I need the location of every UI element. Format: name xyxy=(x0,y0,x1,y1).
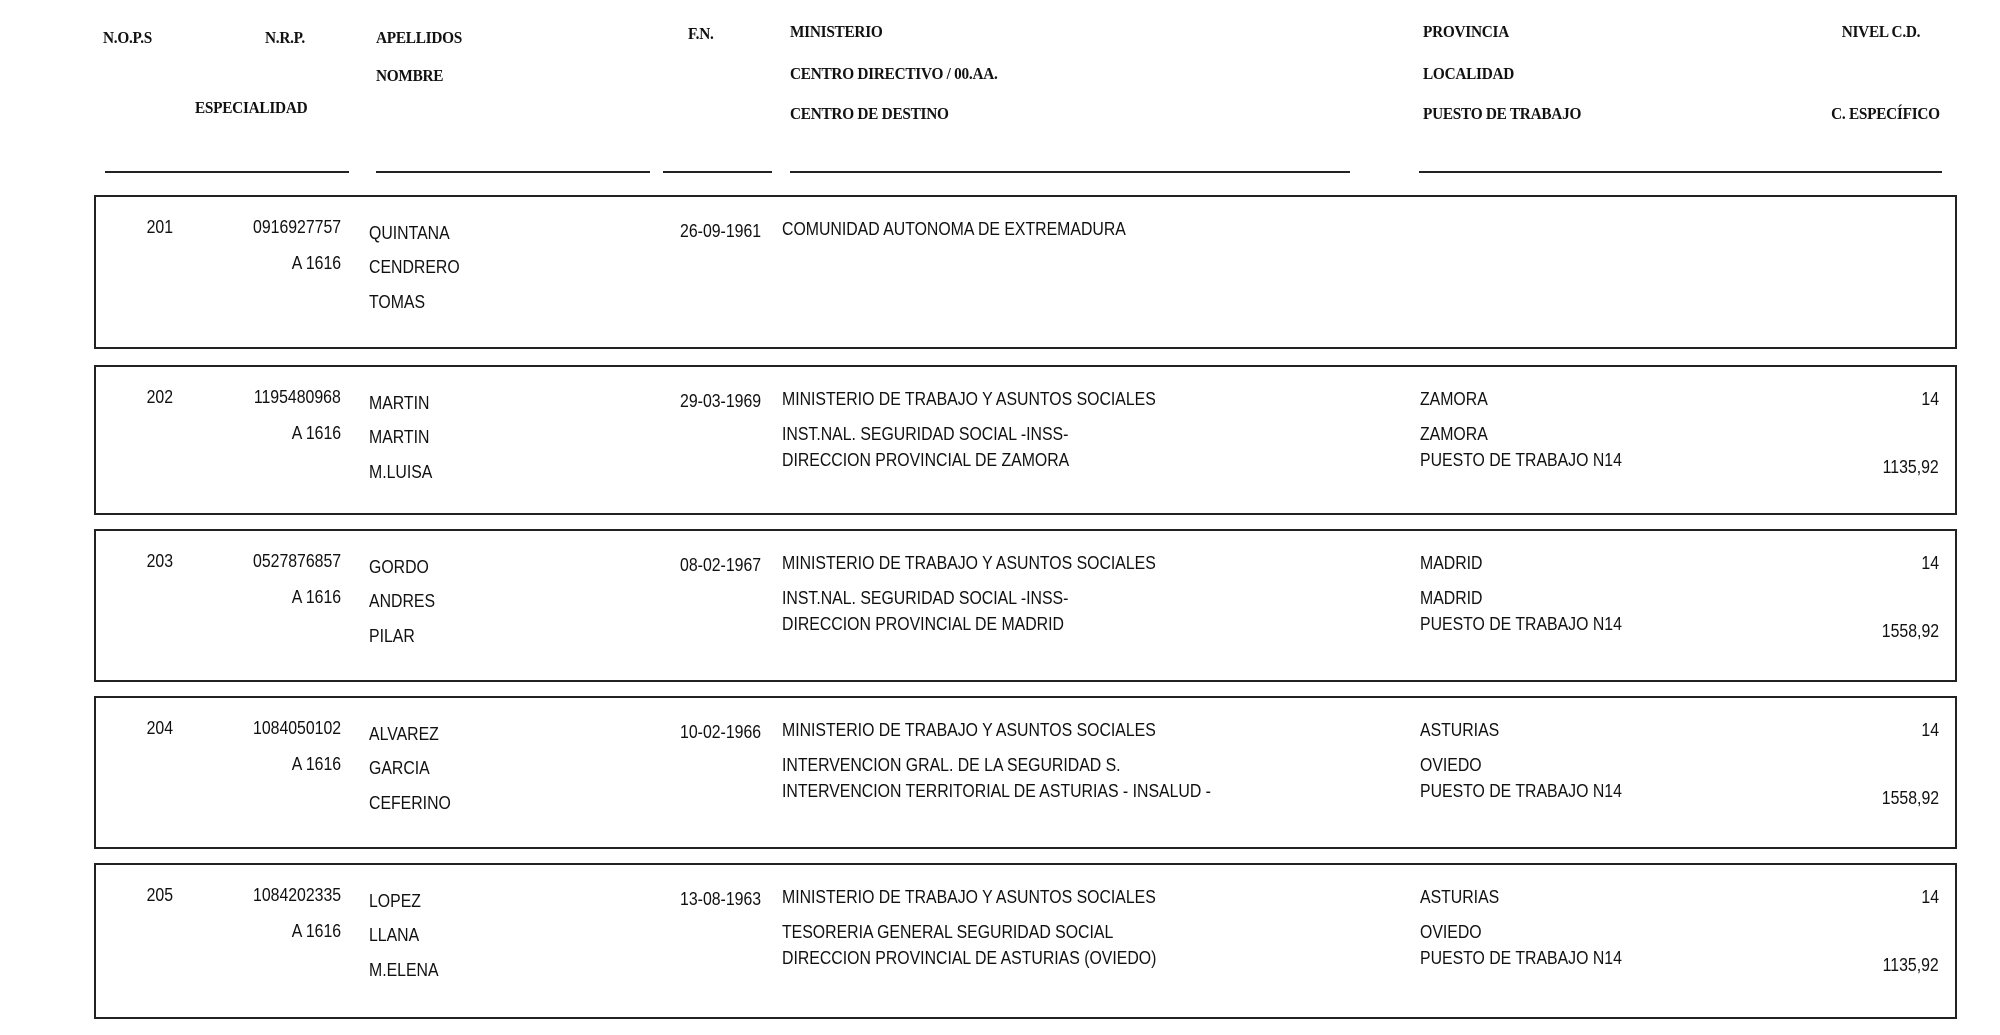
header-centro-destino: CENTRO DE DESTINO xyxy=(790,104,949,123)
header-ministerio: MINISTERIO xyxy=(790,22,883,41)
nombre: M.ELENA xyxy=(369,960,439,980)
apellido1: ALVAREZ xyxy=(369,724,439,744)
header-especifico: C. ESPECÍFICO xyxy=(1831,104,1940,123)
ministerio: MINISTERIO DE TRABAJO Y ASUNTOS SOCIALES xyxy=(782,553,1156,573)
ministerio: MINISTERIO DE TRABAJO Y ASUNTOS SOCIALES xyxy=(782,887,1156,907)
ministerio: MINISTERIO DE TRABAJO Y ASUNTOS SOCIALES xyxy=(782,389,1156,409)
nrp: 1195480968 xyxy=(254,387,341,407)
nrp: 0916927757 xyxy=(252,217,341,237)
especifico: 1135,92 xyxy=(1882,457,1939,477)
especialidad: A 1616 xyxy=(291,423,341,443)
especialidad: A 1616 xyxy=(291,587,341,607)
fecha-nacimiento: 10-02-1966 xyxy=(679,722,761,742)
apellido2: CENDRERO xyxy=(369,257,460,277)
header-nrp: N.R.P. xyxy=(265,28,305,47)
apellido2: GARCIA xyxy=(369,758,430,778)
centro-destino: DIRECCION PROVINCIAL DE ZAMORA xyxy=(782,450,1070,470)
centro-directivo: INST.NAL. SEGURIDAD SOCIAL -INSS- xyxy=(782,424,1069,444)
provincia: ZAMORA xyxy=(1420,389,1488,409)
nivel: 14 xyxy=(1921,720,1939,740)
nops: 201 xyxy=(146,217,173,237)
nombre: TOMAS xyxy=(369,292,426,312)
ministerio: MINISTERIO DE TRABAJO Y ASUNTOS SOCIALES xyxy=(782,720,1156,740)
header-nombre: NOMBRE xyxy=(376,66,444,85)
nops: 204 xyxy=(146,718,173,738)
puesto: PUESTO DE TRABAJO N14 xyxy=(1420,614,1622,634)
nivel: 14 xyxy=(1921,887,1939,907)
localidad: ZAMORA xyxy=(1420,424,1488,444)
nombre: PILAR xyxy=(369,626,415,646)
especifico: 1558,92 xyxy=(1881,621,1939,641)
fecha-nacimiento: 29-03-1969 xyxy=(679,391,761,411)
header-underline xyxy=(663,171,772,173)
localidad: MADRID xyxy=(1420,588,1483,608)
nivel: 14 xyxy=(1921,553,1939,573)
puesto: PUESTO DE TRABAJO N14 xyxy=(1420,450,1622,470)
header-underline xyxy=(790,171,1350,173)
nombre: CEFERINO xyxy=(369,793,451,813)
fecha-nacimiento: 13-08-1963 xyxy=(679,889,761,909)
especifico: 1558,92 xyxy=(1881,788,1939,808)
fecha-nacimiento: 08-02-1967 xyxy=(679,555,761,575)
nivel: 14 xyxy=(1921,389,1939,409)
record-box: 204 1084050102 A 1616 ALVAREZ GARCIA CEF… xyxy=(94,696,1957,849)
provincia: ASTURIAS xyxy=(1420,720,1500,740)
provincia: ASTURIAS xyxy=(1420,887,1500,907)
header-provincia: PROVINCIA xyxy=(1423,22,1509,41)
header-nivel: NIVEL C.D. xyxy=(1841,22,1921,41)
puesto: PUESTO DE TRABAJO N14 xyxy=(1420,781,1622,801)
record-box: 205 1084202335 A 1616 LOPEZ LLANA M.ELEN… xyxy=(94,863,1957,1019)
centro-directivo: TESORERIA GENERAL SEGURIDAD SOCIAL xyxy=(782,922,1114,942)
apellido1: QUINTANA xyxy=(369,223,450,243)
header-especialidad: ESPECIALIDAD xyxy=(195,98,308,117)
apellido2: ANDRES xyxy=(369,591,436,611)
nombre: M.LUISA xyxy=(369,462,433,482)
nops: 202 xyxy=(146,387,173,407)
fecha-nacimiento: 26-09-1961 xyxy=(679,221,761,241)
header-nops: N.O.P.S xyxy=(103,28,152,47)
especialidad: A 1616 xyxy=(291,921,341,941)
header-centro-directivo: CENTRO DIRECTIVO / 00.AA. xyxy=(790,64,998,83)
record-box: 202 1195480968 A 1616 MARTIN MARTIN M.LU… xyxy=(94,365,1957,515)
centro-directivo: INTERVENCION GRAL. DE LA SEGURIDAD S. xyxy=(782,755,1121,775)
centro-destino: INTERVENCION TERRITORIAL DE ASTURIAS - I… xyxy=(782,781,1211,801)
apellido2: LLANA xyxy=(369,925,420,945)
localidad: OVIEDO xyxy=(1420,755,1482,775)
nops: 205 xyxy=(146,885,173,905)
especialidad: A 1616 xyxy=(291,754,341,774)
apellido2: MARTIN xyxy=(369,427,430,447)
header-apellidos: APELLIDOS xyxy=(376,28,463,47)
header-underline xyxy=(105,171,349,173)
record-box: 201 0916927757 A 1616 QUINTANA CENDRERO … xyxy=(94,195,1957,349)
apellido1: MARTIN xyxy=(369,393,430,413)
ministerio: COMUNIDAD AUTONOMA DE EXTREMADURA xyxy=(782,219,1126,239)
nrp: 1084202335 xyxy=(252,885,341,905)
header-fn: F.N. xyxy=(688,24,714,43)
especifico: 1135,92 xyxy=(1882,955,1939,975)
record-box: 203 0527876857 A 1616 GORDO ANDRES PILAR… xyxy=(94,529,1957,682)
provincia: MADRID xyxy=(1420,553,1483,573)
localidad: OVIEDO xyxy=(1420,922,1482,942)
nrp: 0527876857 xyxy=(252,551,341,571)
apellido1: LOPEZ xyxy=(369,891,421,911)
centro-destino: DIRECCION PROVINCIAL DE MADRID xyxy=(782,614,1064,634)
especialidad: A 1616 xyxy=(291,253,341,273)
centro-directivo: INST.NAL. SEGURIDAD SOCIAL -INSS- xyxy=(782,588,1069,608)
nops: 203 xyxy=(146,551,173,571)
nrp: 1084050102 xyxy=(252,718,341,738)
header-localidad: LOCALIDAD xyxy=(1423,64,1515,83)
header-underline xyxy=(1419,171,1942,173)
header-puesto: PUESTO DE TRABAJO xyxy=(1423,104,1582,123)
apellido1: GORDO xyxy=(369,557,429,577)
puesto: PUESTO DE TRABAJO N14 xyxy=(1420,948,1622,968)
centro-destino: DIRECCION PROVINCIAL DE ASTURIAS (OVIEDO… xyxy=(782,948,1157,968)
header-underline xyxy=(376,171,650,173)
